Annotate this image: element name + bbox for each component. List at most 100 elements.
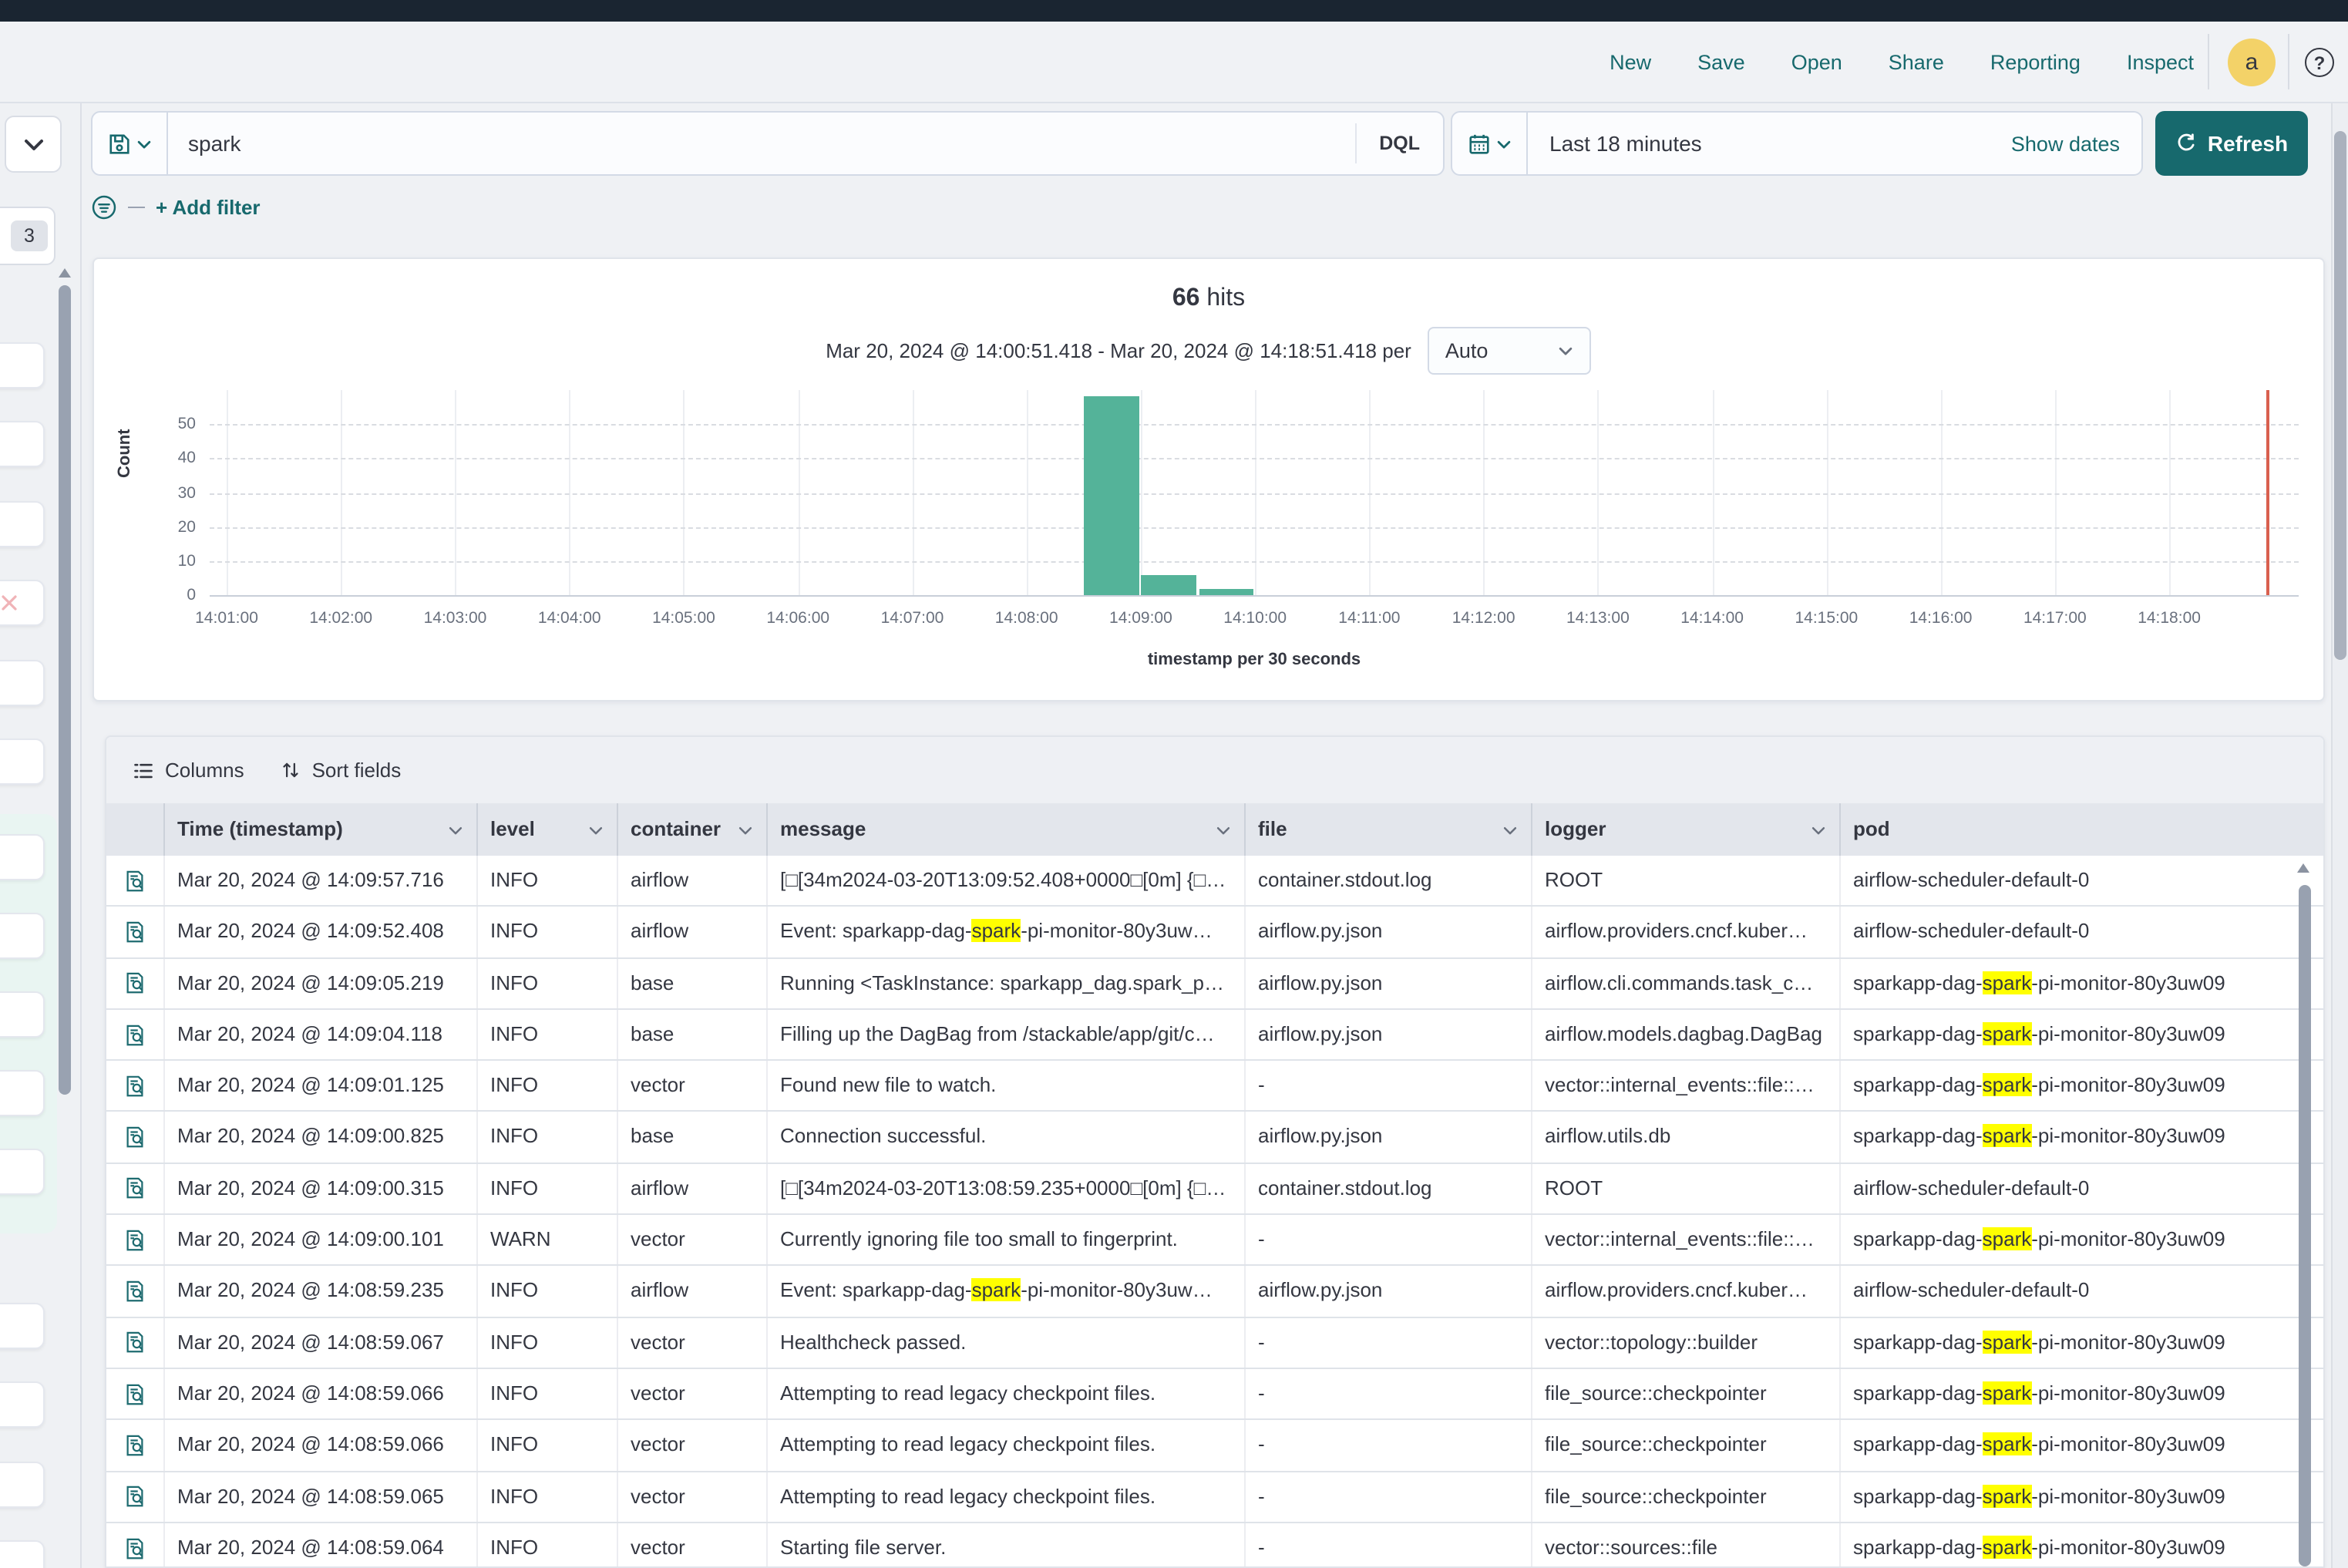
table-scroll-up-arrow[interactable] [2297, 863, 2309, 873]
hits-count: 66 [1172, 285, 1200, 311]
histogram-bar[interactable] [1085, 397, 1139, 595]
nav-item-reporting[interactable]: Reporting [1990, 50, 2081, 73]
expand-row-button[interactable] [106, 1215, 165, 1265]
quick-select-menu-button[interactable] [1452, 113, 1528, 174]
nav-item-save[interactable]: Save [1697, 50, 1745, 73]
nav-item-new[interactable]: New [1610, 50, 1651, 73]
expand-document-icon [123, 1434, 146, 1457]
add-filter-button[interactable]: + Add filter [156, 195, 261, 218]
sidebar-field-pill[interactable] [0, 1070, 45, 1116]
sidebar-collapse-button[interactable] [5, 116, 62, 173]
sidebar-field-pill[interactable] [0, 342, 45, 389]
sidebar-field-pill[interactable] [0, 739, 45, 785]
column-header-message[interactable]: message [768, 803, 1246, 856]
nav-item-inspect[interactable]: Inspect [2127, 50, 2194, 73]
sort-fields-button[interactable]: Sort fields [281, 759, 402, 782]
query-bar[interactable]: spark DQL [91, 111, 1445, 176]
cell-logger: file_source::checkpointer [1532, 1369, 1841, 1419]
cell-file: airflow.py.json [1246, 1010, 1532, 1060]
columns-button[interactable]: Columns [133, 759, 244, 782]
query-language-button[interactable]: DQL [1354, 123, 1443, 163]
sidebar-field-pill[interactable] [0, 660, 45, 706]
cell-logger: airflow.providers.cncf.kuber… [1532, 1267, 1841, 1317]
expand-row-button[interactable] [106, 1112, 165, 1163]
cell-time: Mar 20, 2024 @ 14:09:01.125 [165, 1061, 478, 1111]
expand-row-button[interactable] [106, 856, 165, 906]
sidebar-field-pill[interactable] [0, 580, 45, 626]
table-scrollbar[interactable] [2299, 885, 2311, 1566]
filter-icon[interactable] [91, 193, 117, 220]
cell-level: INFO [478, 958, 618, 1008]
time-picker[interactable]: Last 18 minutes Show dates [1451, 111, 2143, 176]
expand-row-button[interactable] [106, 1523, 165, 1568]
expand-document-icon [123, 920, 146, 944]
highlight: spark [1983, 1227, 2032, 1250]
cell-time: Mar 20, 2024 @ 14:08:59.064 [165, 1523, 478, 1568]
sidebar-field-pill[interactable] [0, 1381, 45, 1428]
table-row: Mar 20, 2024 @ 14:08:59.067INFOvectorHea… [106, 1317, 2323, 1369]
help-icon[interactable]: ? [2305, 48, 2334, 77]
sidebar-scrollbar[interactable] [59, 285, 71, 1095]
table-row: Mar 20, 2024 @ 14:09:04.118INFObaseFilli… [106, 1010, 2323, 1062]
column-header-container[interactable]: container [618, 803, 768, 856]
highlight: spark [972, 1279, 1021, 1302]
remove-field-icon[interactable] [0, 592, 19, 614]
histogram-plot[interactable]: 14:01:0014:02:0014:03:0014:04:0014:05:00… [210, 390, 2299, 597]
sidebar-field-count-box[interactable]: 3 [0, 207, 56, 265]
page-scrollbar-thumb[interactable] [2334, 131, 2346, 660]
histogram-bar[interactable] [1142, 574, 1196, 595]
interval-select[interactable]: Auto [1428, 327, 1592, 375]
sidebar-field-pill[interactable] [0, 1462, 45, 1508]
sidebar-field-pill[interactable] [0, 991, 45, 1038]
sidebar-scroll-up-arrow[interactable] [59, 268, 71, 278]
sidebar-field-pill[interactable] [0, 1303, 45, 1349]
column-header-level[interactable]: level [478, 803, 618, 856]
time-range-value[interactable]: Last 18 minutes [1528, 131, 2011, 156]
page-scrollbar-track[interactable] [2331, 103, 2348, 1568]
show-dates-button[interactable]: Show dates [2011, 132, 2141, 155]
expand-row-button[interactable] [106, 1369, 165, 1419]
app-header: New Save Open Share Reporting Inspect a ? [0, 22, 2348, 103]
column-header-file[interactable]: file [1246, 803, 1532, 856]
saved-query-menu-button[interactable] [93, 113, 168, 174]
expand-row-button[interactable] [106, 1472, 165, 1522]
expand-row-button[interactable] [106, 958, 165, 1008]
column-header-pod[interactable]: pod [1841, 803, 2323, 856]
expand-row-button[interactable] [106, 1061, 165, 1111]
nav-item-open[interactable]: Open [1791, 50, 1842, 73]
refresh-button[interactable]: Refresh [2155, 111, 2308, 176]
columns-label: Columns [165, 759, 244, 782]
nav-item-share[interactable]: Share [1889, 50, 1944, 73]
expand-row-button[interactable] [106, 1267, 165, 1317]
expand-row-button[interactable] [106, 1317, 165, 1368]
cell-container: base [618, 1010, 768, 1060]
sidebar-field-pill[interactable] [0, 913, 45, 959]
expand-row-button[interactable] [106, 1164, 165, 1214]
cell-message: Filling up the DagBag from /stackable/ap… [768, 1010, 1246, 1060]
y-tick-label: 0 [150, 586, 196, 604]
sidebar-field-pill[interactable] [0, 501, 45, 547]
chevron-down-icon [135, 135, 152, 152]
sidebar-field-pill[interactable] [0, 1149, 45, 1195]
column-header-label: level [490, 803, 535, 856]
expand-row-button[interactable] [106, 1010, 165, 1060]
table-row: Mar 20, 2024 @ 14:09:05.219INFObaseRunni… [106, 958, 2323, 1010]
cell-pod: sparkapp-dag-spark-pi-monitor-80y3uw09 [1841, 1421, 2323, 1471]
column-header-time-timestamp-[interactable]: Time (timestamp) [165, 803, 478, 856]
cell-level: WARN [478, 1215, 618, 1265]
column-header-logger[interactable]: logger [1532, 803, 1841, 856]
sidebar-field-pill[interactable] [0, 421, 45, 467]
cell-level: INFO [478, 907, 618, 957]
histogram-bar[interactable] [1199, 588, 1253, 595]
avatar[interactable]: a [2228, 39, 2276, 86]
cell-time: Mar 20, 2024 @ 14:09:57.716 [165, 856, 478, 906]
expand-row-button[interactable] [106, 1421, 165, 1471]
sidebar-field-pill[interactable] [0, 834, 45, 880]
cell-level: INFO [478, 856, 618, 906]
cell-message: Attempting to read legacy checkpoint fil… [768, 1421, 1246, 1471]
query-input[interactable]: spark [168, 131, 1354, 156]
x-tick-label: 14:12:00 [1452, 609, 1515, 628]
table-row: Mar 20, 2024 @ 14:08:59.066INFOvectorAtt… [106, 1369, 2323, 1421]
sidebar-field-pill[interactable] [0, 1540, 45, 1568]
expand-row-button[interactable] [106, 907, 165, 957]
